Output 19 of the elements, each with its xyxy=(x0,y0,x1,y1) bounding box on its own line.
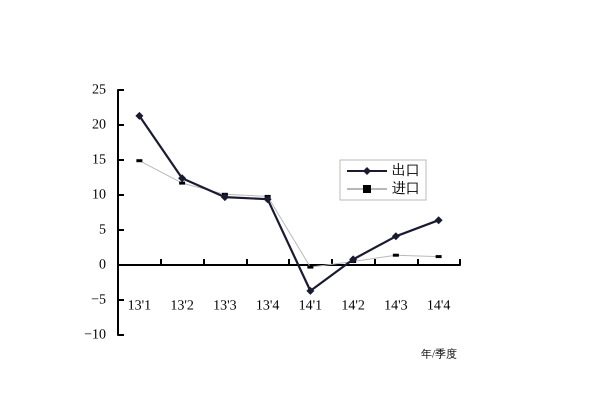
y-tick-label: 20 xyxy=(92,118,106,132)
legend-label: 出口 xyxy=(392,162,420,178)
y-tick-label: 5 xyxy=(99,222,106,238)
y-tick-label: 0 xyxy=(99,258,106,272)
y-tick-label: 15 xyxy=(92,152,106,168)
x-tick-label: 13'3 xyxy=(213,298,237,314)
x-tick-label: 14'4 xyxy=(426,298,450,314)
x-axis-title: 年/季度 xyxy=(420,348,458,360)
legend-label: 进口 xyxy=(392,180,420,196)
y-tick-label: −10 xyxy=(84,328,106,342)
x-tick-label: 14'1 xyxy=(298,298,322,314)
y-tick-label: 10 xyxy=(92,188,106,202)
x-tick-label: 13'1 xyxy=(128,298,152,314)
x-tick-label: 13'4 xyxy=(256,298,280,314)
x-tick-label: 14'3 xyxy=(384,298,408,314)
x-tick-label: 13'2 xyxy=(170,298,194,314)
y-tick-label: −5 xyxy=(91,292,106,308)
y-tick-label: 25 xyxy=(92,82,106,98)
x-tick-label: 14'2 xyxy=(341,298,365,314)
